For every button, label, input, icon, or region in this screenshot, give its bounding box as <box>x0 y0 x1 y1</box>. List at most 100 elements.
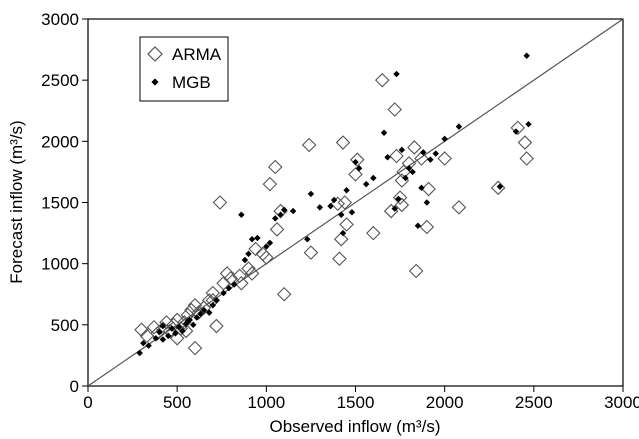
data-point-mgb <box>197 310 204 318</box>
legend: ARMA MGB <box>139 36 229 102</box>
data-point-arma <box>335 135 351 150</box>
data-point-mgb <box>370 174 377 182</box>
data-point-mgb <box>496 183 504 190</box>
data-point-mgb <box>200 306 208 314</box>
data-point-mgb <box>432 150 439 157</box>
x-tick-label: 0 <box>83 393 92 412</box>
legend-marker-mgb <box>151 78 159 86</box>
data-point-arma <box>374 72 390 88</box>
data-point-mgb <box>263 243 270 250</box>
data-point-arma <box>223 271 238 286</box>
data-point-mgb <box>266 239 274 247</box>
data-point-arma <box>219 266 235 281</box>
data-point-arma <box>414 151 429 166</box>
data-point-arma <box>421 181 436 197</box>
data-point-arma <box>339 217 354 232</box>
data-point-arma <box>451 200 467 215</box>
data-point-mgb <box>159 336 167 343</box>
data-point-mgb <box>145 342 152 349</box>
data-point-mgb <box>395 195 402 203</box>
data-point-mgb <box>355 165 363 172</box>
data-point-mgb <box>380 129 388 136</box>
data-point-arma <box>184 302 199 318</box>
data-point-arma <box>155 321 171 336</box>
x-tick-label: 3000 <box>604 393 639 412</box>
data-point-mgb <box>523 52 530 59</box>
data-point-mgb <box>330 196 338 204</box>
y-tick-label: 1500 <box>41 194 79 213</box>
data-point-mgb <box>193 314 201 321</box>
legend-label-mgb: MGB <box>172 73 211 92</box>
y-axis-title: Forecast inflow (m³/s) <box>7 120 26 283</box>
data-point-arma <box>169 331 185 346</box>
data-point-mgb <box>189 321 197 329</box>
data-point-arma <box>248 241 263 257</box>
data-point-arma <box>269 222 285 237</box>
data-point-mgb <box>136 349 143 357</box>
data-point-arma <box>187 340 203 356</box>
data-point-arma <box>241 261 256 276</box>
data-point-arma <box>146 320 162 335</box>
data-point-arma <box>519 151 534 166</box>
data-point-mgb <box>179 327 186 335</box>
data-point-arma <box>419 219 435 235</box>
data-point-arma <box>262 176 278 192</box>
data-point-mgb <box>245 250 252 258</box>
data-point-mgb <box>289 207 297 215</box>
data-point-mgb <box>391 205 398 212</box>
data-point-mgb <box>405 165 413 172</box>
data-point-mgb <box>348 209 356 216</box>
data-point-arma <box>407 140 422 155</box>
data-point-arma <box>392 190 408 205</box>
data-point-arma <box>332 251 347 267</box>
data-point-mgb <box>248 235 256 243</box>
data-point-mgb <box>455 123 463 130</box>
data-point-mgb <box>418 184 425 192</box>
data-point-arma <box>259 250 274 265</box>
x-axis-title: Observed inflow (m³/s) <box>270 417 441 436</box>
data-point-arma <box>205 285 221 301</box>
data-point-arma <box>333 231 349 247</box>
data-point-arma <box>303 245 319 260</box>
data-point-mgb <box>175 324 183 331</box>
y-tick-label: 0 <box>70 377 79 396</box>
x-tick-label: 500 <box>163 393 191 412</box>
data-point-arma <box>337 195 353 210</box>
data-point-mgb <box>441 135 448 143</box>
data-point-mgb <box>414 222 422 229</box>
data-point-mgb <box>241 256 249 264</box>
data-point-mgb <box>225 284 233 292</box>
data-point-arma <box>301 137 317 153</box>
data-point-mgb <box>140 339 147 347</box>
points-layer <box>134 52 534 357</box>
data-point-mgb <box>277 211 284 218</box>
data-point-arma <box>437 151 452 166</box>
data-point-mgb <box>512 128 520 135</box>
data-point-mgb <box>307 190 315 198</box>
data-point-mgb <box>362 180 370 188</box>
data-point-mgb <box>206 309 213 316</box>
data-point-arma <box>366 225 381 241</box>
data-point-mgb <box>338 211 345 218</box>
data-point-mgb <box>254 234 261 242</box>
data-point-arma <box>490 180 506 196</box>
x-tick-label: 1500 <box>337 393 375 412</box>
data-point-mgb <box>339 229 347 237</box>
data-point-mgb <box>398 146 406 154</box>
data-point-arma <box>244 266 260 281</box>
data-point-mgb <box>393 70 400 78</box>
x-tick-label: 2000 <box>426 393 464 412</box>
y-tick-label: 3000 <box>41 10 79 29</box>
data-point-arma <box>212 195 228 210</box>
data-point-mgb <box>231 281 238 288</box>
data-point-arma <box>234 275 249 291</box>
data-point-mgb <box>427 156 434 163</box>
data-point-mgb <box>172 330 179 337</box>
x-tick-label: 2500 <box>515 393 553 412</box>
data-point-arma <box>350 152 365 167</box>
data-point-arma <box>517 135 533 150</box>
data-point-mgb <box>384 154 391 161</box>
ticks-layer: 0 500 1000 1500 2000 2500 3000 0 500 1000 1500 2000… <box>41 10 639 412</box>
